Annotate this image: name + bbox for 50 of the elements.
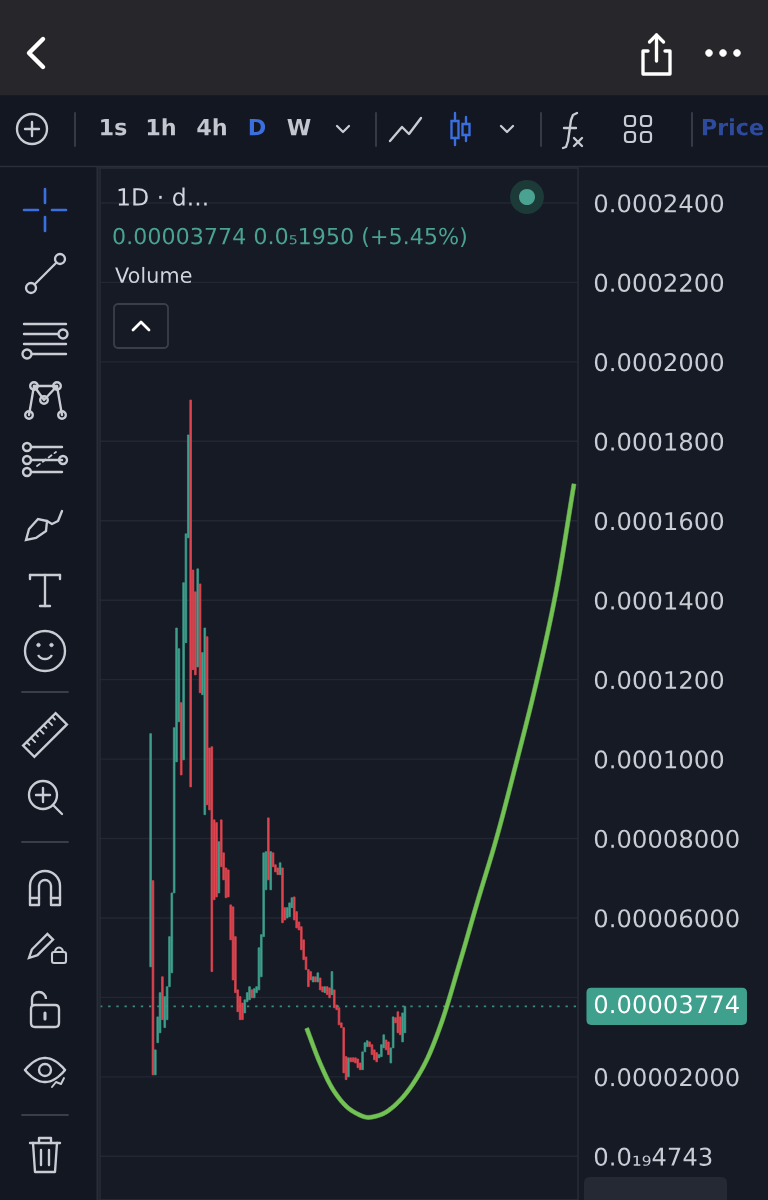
candlestick [269, 851, 272, 891]
candlestick [314, 976, 317, 983]
candlestick [354, 1057, 357, 1064]
text: D [249, 118, 266, 136]
text: 1s [101, 118, 127, 136]
candlestick [375, 1052, 378, 1063]
candlestick [356, 1058, 360, 1069]
candlestick [215, 822, 218, 898]
candlestick [333, 989, 336, 1009]
candlestick [154, 1049, 157, 1076]
annotation: Volume [115, 266, 192, 284]
candlestick [358, 1062, 362, 1071]
candlestick [161, 976, 164, 1021]
candlestick [349, 1057, 352, 1063]
y-tick-label: 0.00002000 [594, 1068, 739, 1087]
candlestick [267, 817, 270, 881]
candlestick [384, 1039, 388, 1051]
candlestick [318, 977, 322, 991]
y-tick-label: 0.0002400 [594, 194, 724, 213]
text: 1h [147, 118, 175, 136]
candlestick [387, 1041, 390, 1055]
y-tick-label: 0.0002000 [594, 353, 724, 372]
y-tick-label: 0.0001400 [594, 591, 724, 610]
y-tick-label: 0.00008000 [594, 829, 739, 849]
candlestick [250, 989, 254, 999]
text: W [287, 118, 311, 136]
candlestick [276, 867, 279, 876]
y-tick-label: 0.00006000 [594, 909, 739, 928]
candlestick [149, 733, 152, 968]
candlestick [281, 867, 284, 924]
candlestick [180, 702, 183, 776]
candlestick [330, 971, 334, 995]
y-tick-label: 0.0₁₉4743 [594, 1147, 712, 1166]
candlestick [196, 568, 199, 668]
candlestick [217, 841, 221, 894]
text: 0.00003774 0.0₅1950 (+5.45%) [113, 227, 466, 248]
candlestick [227, 869, 230, 898]
candlestick [326, 986, 329, 995]
text: Price [702, 118, 763, 136]
y-tick-label: 0.0002200 [594, 273, 724, 292]
text: 4h [197, 118, 226, 136]
y-tick-label: 0.0001000 [594, 750, 724, 769]
text: 1D · d... [118, 187, 207, 206]
y-tick-label: 0.0001600 [594, 511, 724, 531]
candlestick [248, 986, 251, 1001]
candlestick [347, 1057, 350, 1078]
y-tick-label: 0.0001800 [594, 432, 724, 451]
ref-line-label: 0.00003774 [594, 995, 739, 1014]
candlestick [328, 987, 331, 999]
y-tick-label: 0.0001200 [594, 670, 724, 690]
